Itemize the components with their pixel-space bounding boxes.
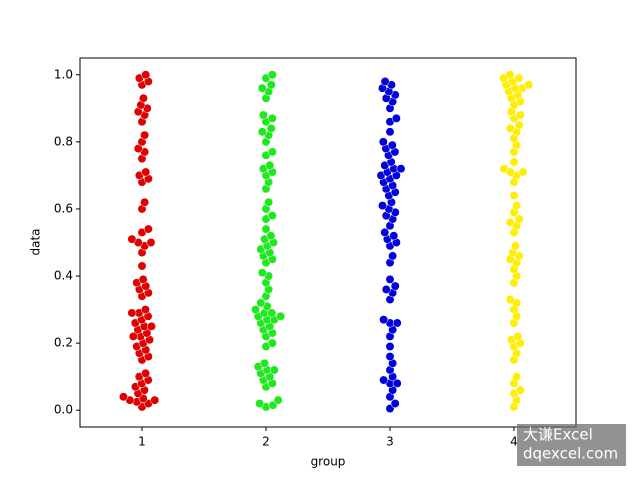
swarm-point xyxy=(140,130,150,140)
swarm-point xyxy=(257,127,267,137)
swarm-point xyxy=(513,331,523,341)
swarm-point xyxy=(381,285,391,294)
watermark-box xyxy=(517,424,626,466)
swarm-point xyxy=(266,231,276,241)
x-tick-label: 4 xyxy=(510,435,518,449)
swarm-point xyxy=(128,331,138,341)
swarm-point xyxy=(385,127,395,137)
swarm-point xyxy=(139,93,148,103)
swarm-point xyxy=(518,167,528,177)
swarm-point xyxy=(378,137,388,147)
swarm-point xyxy=(257,83,267,93)
swarm-point xyxy=(509,191,519,200)
y-tick-label: 0.0 xyxy=(54,403,73,417)
swarm-point xyxy=(141,70,151,80)
swarm-point xyxy=(119,392,128,402)
plot-frame xyxy=(79,57,577,428)
swarm-point xyxy=(127,308,137,318)
swarm-point xyxy=(267,211,277,221)
swarm-point xyxy=(379,375,389,385)
swarm-point xyxy=(512,372,522,382)
swarm-point xyxy=(255,399,265,408)
swarm-point xyxy=(260,358,269,368)
swarm-point xyxy=(392,378,402,388)
swarm-point xyxy=(514,120,524,130)
swarm-point xyxy=(133,144,143,154)
swarm-point xyxy=(390,399,400,408)
swarm-point xyxy=(389,231,399,241)
x-tick-label: 1 xyxy=(138,435,146,449)
swarm-point xyxy=(396,164,406,174)
swarm-point xyxy=(505,70,515,80)
swarm-point xyxy=(511,241,520,251)
swarm-point xyxy=(267,113,277,123)
watermark-text: dqexcel.com xyxy=(523,445,618,463)
x-tick-label: 3 xyxy=(386,435,394,449)
swarm-point xyxy=(385,342,395,351)
swarm-point xyxy=(267,147,277,157)
swarm-point xyxy=(388,251,398,261)
y-tick-label: 0.2 xyxy=(54,336,73,350)
swarm-point xyxy=(514,214,524,224)
swarm-point xyxy=(514,73,524,83)
swarm-point xyxy=(505,217,515,227)
swarm-point xyxy=(258,110,268,120)
watermark-text: 大谦Excel xyxy=(523,426,593,444)
swarm-point xyxy=(266,80,276,90)
swarm-point xyxy=(273,395,283,405)
swarm-point xyxy=(392,318,402,328)
swarm-point xyxy=(251,305,260,315)
swarm-point xyxy=(505,295,515,304)
swarm-point xyxy=(140,305,150,315)
swarm-point xyxy=(266,123,276,133)
swarm-point xyxy=(267,308,277,318)
swarm-point xyxy=(267,338,277,348)
swarm-point xyxy=(379,315,389,325)
swarm-point xyxy=(378,201,387,211)
swarm-point xyxy=(265,160,275,170)
swarm-point xyxy=(141,167,151,177)
y-axis-label: data xyxy=(29,228,43,255)
swarm-point xyxy=(137,261,147,271)
swarm-point xyxy=(147,321,156,331)
x-tick-label: 2 xyxy=(262,435,270,449)
y-tick-label: 0.4 xyxy=(54,269,73,283)
swarm-point xyxy=(499,164,509,174)
swarm-point xyxy=(380,227,390,237)
swarm-point xyxy=(385,274,395,284)
swarm-point xyxy=(150,395,160,405)
swarm-point xyxy=(257,268,267,278)
swarm-point xyxy=(127,234,137,244)
swarm-point xyxy=(269,365,279,375)
swarm-point xyxy=(380,77,390,86)
x-axis-label: group xyxy=(311,455,346,469)
y-tick-label: 1.0 xyxy=(54,67,73,81)
swarm-point xyxy=(512,201,522,211)
swarm-point xyxy=(509,157,519,167)
swarm-point xyxy=(256,298,266,308)
y-tick-label: 0.6 xyxy=(54,201,73,215)
swarm-point xyxy=(515,385,525,395)
swarm-point xyxy=(391,113,401,123)
swarm-point xyxy=(387,140,397,150)
swarm-point xyxy=(146,238,156,247)
swarm-point xyxy=(140,197,150,207)
swarm-point xyxy=(141,368,151,378)
y-tick-label: 0.8 xyxy=(54,134,73,148)
swarm-point xyxy=(276,311,286,321)
swarm-point xyxy=(138,274,148,284)
swarm-point xyxy=(267,70,277,80)
swarm-point xyxy=(390,281,400,291)
swarm-point xyxy=(143,224,153,234)
swarm-point xyxy=(505,123,515,133)
swarm-point xyxy=(261,224,271,234)
swarm-point xyxy=(385,352,395,362)
swarm-point xyxy=(264,197,274,207)
swarm-point xyxy=(524,80,534,90)
swarm-point xyxy=(515,110,525,120)
